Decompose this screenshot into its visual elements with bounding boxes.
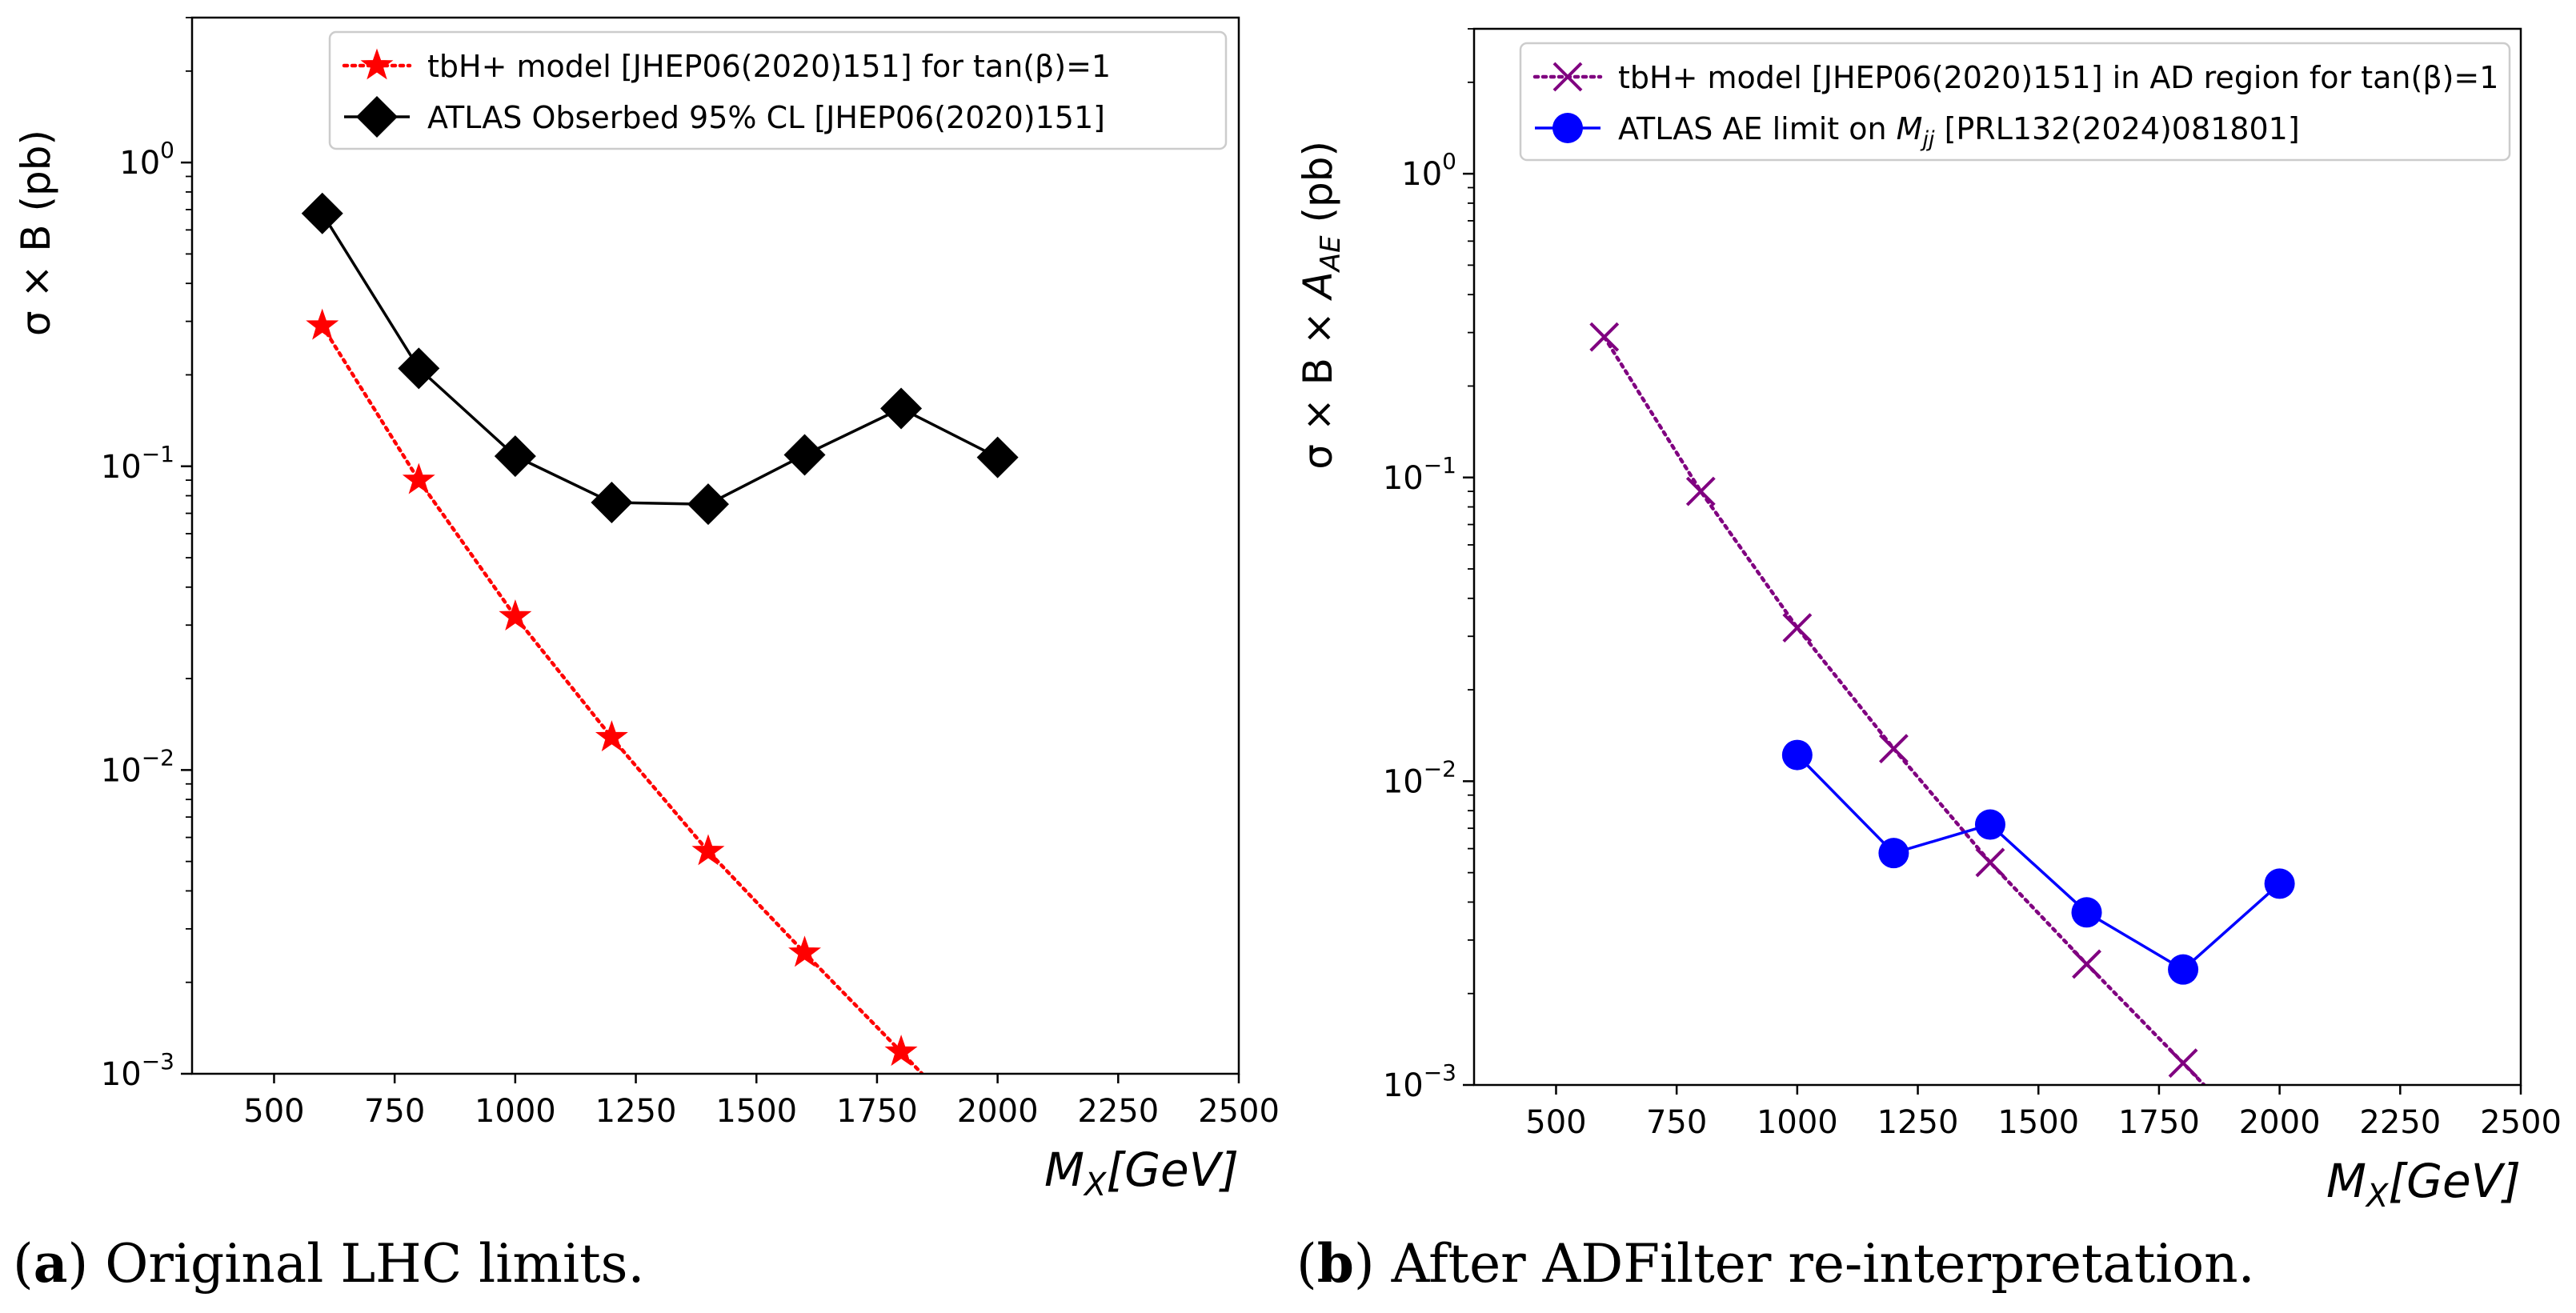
xtick-label-b-8: 2500 — [2480, 1104, 2562, 1141]
point-b-1-4 — [2168, 954, 2199, 985]
series-line-b-1 — [1796, 754, 2281, 971]
x-axis-label-a: MX[GeV] — [1044, 1143, 1239, 1203]
chart-a: 500 750 1000 1250 1500 1750 2000 2250 2500 10−3 10… — [13, 16, 1280, 1203]
legend-label-a-0: tbH+ model [JHEP06(2020)151] for tan(β)=… — [427, 49, 1111, 84]
xtick-label-b-0: 500 — [1525, 1104, 1586, 1141]
point-b-1-0 — [1781, 739, 1813, 771]
xtick-label-b-5: 1750 — [2118, 1104, 2200, 1141]
point-a-1-2 — [494, 435, 536, 478]
point-a-0-7 — [983, 1137, 1013, 1166]
point-a-0-0 — [306, 308, 339, 340]
point-a-1-1 — [398, 347, 440, 390]
plot-frame-a — [190, 16, 1240, 1075]
point-b-0-5 — [2072, 949, 2101, 979]
point-a-0-2 — [499, 599, 532, 631]
legend-label-a-1: ATLAS Obserbed 95% CL [JHEP06(2020)151] — [427, 100, 1105, 135]
point-b-0-7 — [2266, 1151, 2294, 1178]
chart-b: 500 750 1000 1250 1500 1750 2000 2250 2500 10−3 10… — [1295, 27, 2562, 1215]
point-b-1-5 — [2264, 868, 2295, 899]
ytick-label-a-3: 100 — [119, 137, 174, 182]
point-b-0-3 — [1878, 734, 1909, 764]
xtick-label-a-4: 1500 — [715, 1093, 797, 1130]
point-a-1-7 — [976, 436, 1019, 478]
xtick-label-b-2: 1000 — [1757, 1104, 1838, 1141]
point-a-1-5 — [783, 434, 826, 476]
xtick-label-a-5: 1750 — [836, 1093, 918, 1130]
series-a-1 — [301, 192, 1019, 526]
x-axis-label-b: MX[GeV] — [2326, 1154, 2521, 1215]
point-b-1-1 — [1878, 838, 1909, 869]
legend-marker-b-1 — [1552, 113, 1583, 143]
xtick-label-b-6: 2000 — [2239, 1104, 2321, 1141]
point-b-1-3 — [2071, 897, 2102, 928]
ytick-label-b-0: 10−3 — [1383, 1059, 1456, 1104]
xtick-label-a-6: 2000 — [957, 1093, 1039, 1130]
xtick-label-b-3: 1250 — [1877, 1104, 1959, 1141]
ytick-label-a-1: 10−2 — [101, 744, 174, 789]
series-b-1 — [1781, 739, 2295, 985]
legend-marker-a-0 — [360, 48, 394, 80]
xtick-label-a-7: 2250 — [1077, 1093, 1159, 1130]
xtick-label-a-1: 750 — [364, 1093, 425, 1130]
xtick-label-a-8: 2500 — [1198, 1093, 1280, 1130]
xtick-label-a-3: 1250 — [595, 1093, 677, 1130]
xtick-label-b-7: 2250 — [2359, 1104, 2441, 1141]
plot-frame-b — [1472, 27, 2522, 1087]
point-b-0-0 — [1589, 322, 1620, 352]
point-b-0-1 — [1685, 476, 1716, 506]
point-b-1-2 — [1974, 809, 2005, 840]
point-a-0-1 — [402, 462, 435, 494]
legend-b: tbH+ model [JHEP06(2020)151] in AD regio… — [1519, 42, 2511, 162]
legend-label-b-0: tbH+ model [JHEP06(2020)151] in AD regio… — [1618, 60, 2498, 95]
ytick-label-a-2: 10−1 — [101, 441, 174, 486]
series-line-b-0 — [1602, 334, 2207, 1085]
point-a-0-4 — [691, 834, 725, 866]
legend-box-b — [1519, 42, 2511, 162]
ytick-label-a-0: 10−3 — [101, 1048, 174, 1093]
legend-marker-b-0 — [1552, 62, 1583, 92]
point-b-0-6 — [2168, 1048, 2198, 1079]
y-axis-label-b: σ × B × AAE (pb) — [1295, 141, 1347, 470]
point-b-0-2 — [1782, 613, 1813, 643]
point-a-0-5 — [788, 935, 821, 967]
ytick-label-b-2: 10−1 — [1383, 452, 1456, 497]
point-a-1-4 — [687, 483, 729, 526]
xtick-label-b-4: 1500 — [1997, 1104, 2079, 1141]
point-a-1-6 — [880, 387, 923, 430]
xtick-label-a-2: 1000 — [475, 1093, 556, 1130]
series-b-0 — [1589, 322, 2294, 1178]
point-b-0-4 — [1975, 847, 2005, 878]
legend-label-b-1: ATLAS AE limit on Mjj [PRL132(2024)08180… — [1618, 111, 2300, 152]
series-line-a-0 — [320, 323, 925, 1074]
caption-a: (a) Original LHC limits. — [13, 1232, 645, 1295]
point-a-1-0 — [301, 192, 343, 234]
y-axis-label-a: σ × B (pb) — [13, 130, 59, 336]
legend-box-a — [328, 30, 1228, 150]
legend-marker-a-1 — [356, 96, 398, 138]
point-a-1-3 — [591, 481, 633, 523]
ytick-label-b-1: 10−2 — [1383, 755, 1456, 800]
point-a-0-6 — [884, 1035, 918, 1067]
xtick-label-b-1: 750 — [1646, 1104, 1707, 1141]
caption-b: (b) After ADFilter re-interpretation. — [1296, 1232, 2255, 1295]
legend-a: tbH+ model [JHEP06(2020)151] for tan(β)=… — [328, 30, 1228, 150]
series-line-a-1 — [321, 212, 999, 506]
xtick-label-a-0: 500 — [243, 1093, 304, 1130]
series-a-0 — [306, 308, 1013, 1166]
ytick-label-b-3: 100 — [1401, 148, 1456, 193]
point-a-0-3 — [595, 720, 628, 752]
